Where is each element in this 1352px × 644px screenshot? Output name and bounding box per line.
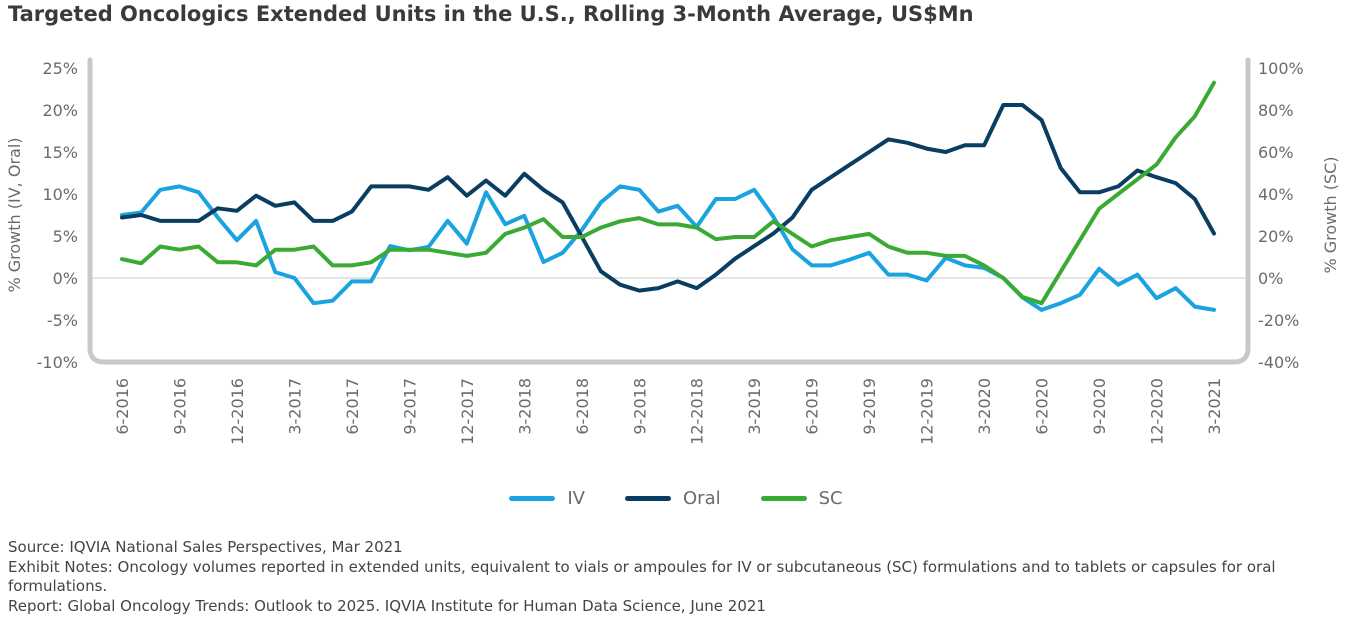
left-tick-label: -10% (37, 353, 78, 372)
x-tick-label: 9-2020 (1090, 378, 1109, 435)
right-tick-label: 40% (1258, 185, 1294, 204)
x-tick-label: 6-2018 (573, 378, 592, 435)
legend-item-oral: Oral (625, 488, 721, 509)
legend-label-oral: Oral (683, 488, 721, 509)
left-tick-label: 25% (42, 59, 78, 78)
right-tick-label: 80% (1258, 101, 1294, 120)
right-axis-ticks: 100% 80% 60% 40% 20% 0% -20% -40% (1258, 59, 1304, 372)
chart: 25% 20% 15% 10% 5% 0% -5% -10% 100% 80% 60% 40% 20%… (5, 57, 1340, 445)
x-tick-label: 9-2016 (170, 378, 189, 435)
x-tick-label: 9-2017 (400, 378, 419, 435)
report-note: Report: Global Oncology Trends: Outlook … (8, 596, 766, 615)
left-tick-label: 5% (53, 227, 78, 246)
left-axis-title: % Growth (IV, Oral) (5, 137, 24, 292)
x-tick-label: 3-2019 (745, 378, 764, 435)
left-tick-label: 0% (53, 269, 78, 288)
left-tick-label: -5% (47, 311, 78, 330)
x-tick-label: 12-2019 (918, 378, 937, 445)
legend-item-sc: SC (760, 488, 843, 509)
x-tick-label: 9-2018 (630, 378, 649, 435)
left-axis-ticks: 25% 20% 15% 10% 5% 0% -5% -10% (37, 59, 78, 372)
chart-notes: Source: IQVIA National Sales Perspective… (8, 538, 1348, 616)
left-tick-label: 10% (42, 185, 78, 204)
axis-frame (87, 57, 1251, 365)
x-tick-label: 9-2019 (860, 378, 879, 435)
left-tick-label: 20% (42, 101, 78, 120)
right-axis-title: % Growth (SC) (1321, 156, 1340, 273)
x-tick-label: 3-2018 (515, 378, 534, 435)
x-tick-label: 12-2020 (1148, 378, 1167, 445)
series-line-sc (120, 80, 1216, 306)
x-tick-label: 3-2020 (975, 378, 994, 435)
x-tick-label: 6-2019 (803, 378, 822, 435)
series-lines (120, 80, 1216, 312)
legend-label-iv: IV (567, 488, 585, 509)
x-tick-label: 6-2016 (113, 378, 132, 435)
right-tick-label: 20% (1258, 227, 1294, 246)
x-tick-label: 6-2020 (1033, 378, 1052, 435)
x-axis-ticks: 6-2016 9-2016 12-2016 3-2017 6-2017 9-2017 12-… (113, 378, 1224, 445)
legend: IV Oral SC (0, 488, 1352, 509)
legend-item-iv: IV (509, 488, 585, 509)
right-tick-label: 60% (1258, 143, 1294, 162)
right-tick-label: 0% (1258, 269, 1283, 288)
right-tick-label: 100% (1258, 59, 1304, 78)
legend-swatch-sc (760, 496, 807, 501)
x-tick-label: 12-2017 (458, 378, 477, 445)
legend-label-sc: SC (818, 488, 843, 509)
left-tick-label: 15% (42, 143, 78, 162)
chart-title: Targeted Oncologics Extended Units in th… (8, 2, 974, 26)
right-tick-label: -40% (1258, 353, 1299, 372)
legend-swatch-oral (625, 496, 671, 501)
x-tick-label: 12-2018 (688, 378, 707, 445)
exhibit-note: Exhibit Notes: Oncology volumes reported… (8, 557, 1276, 596)
legend-swatch-iv (509, 496, 556, 501)
x-tick-label: 3-2021 (1205, 378, 1224, 435)
source-note: Source: IQVIA National Sales Perspective… (8, 538, 403, 556)
x-tick-label: 12-2016 (228, 378, 247, 445)
x-tick-label: 3-2017 (285, 378, 304, 435)
chart-frame (87, 57, 1251, 365)
series-line-iv (120, 184, 1216, 312)
x-tick-label: 6-2017 (343, 378, 362, 435)
right-tick-label: -20% (1258, 311, 1299, 330)
series-line-oral (120, 103, 1216, 293)
